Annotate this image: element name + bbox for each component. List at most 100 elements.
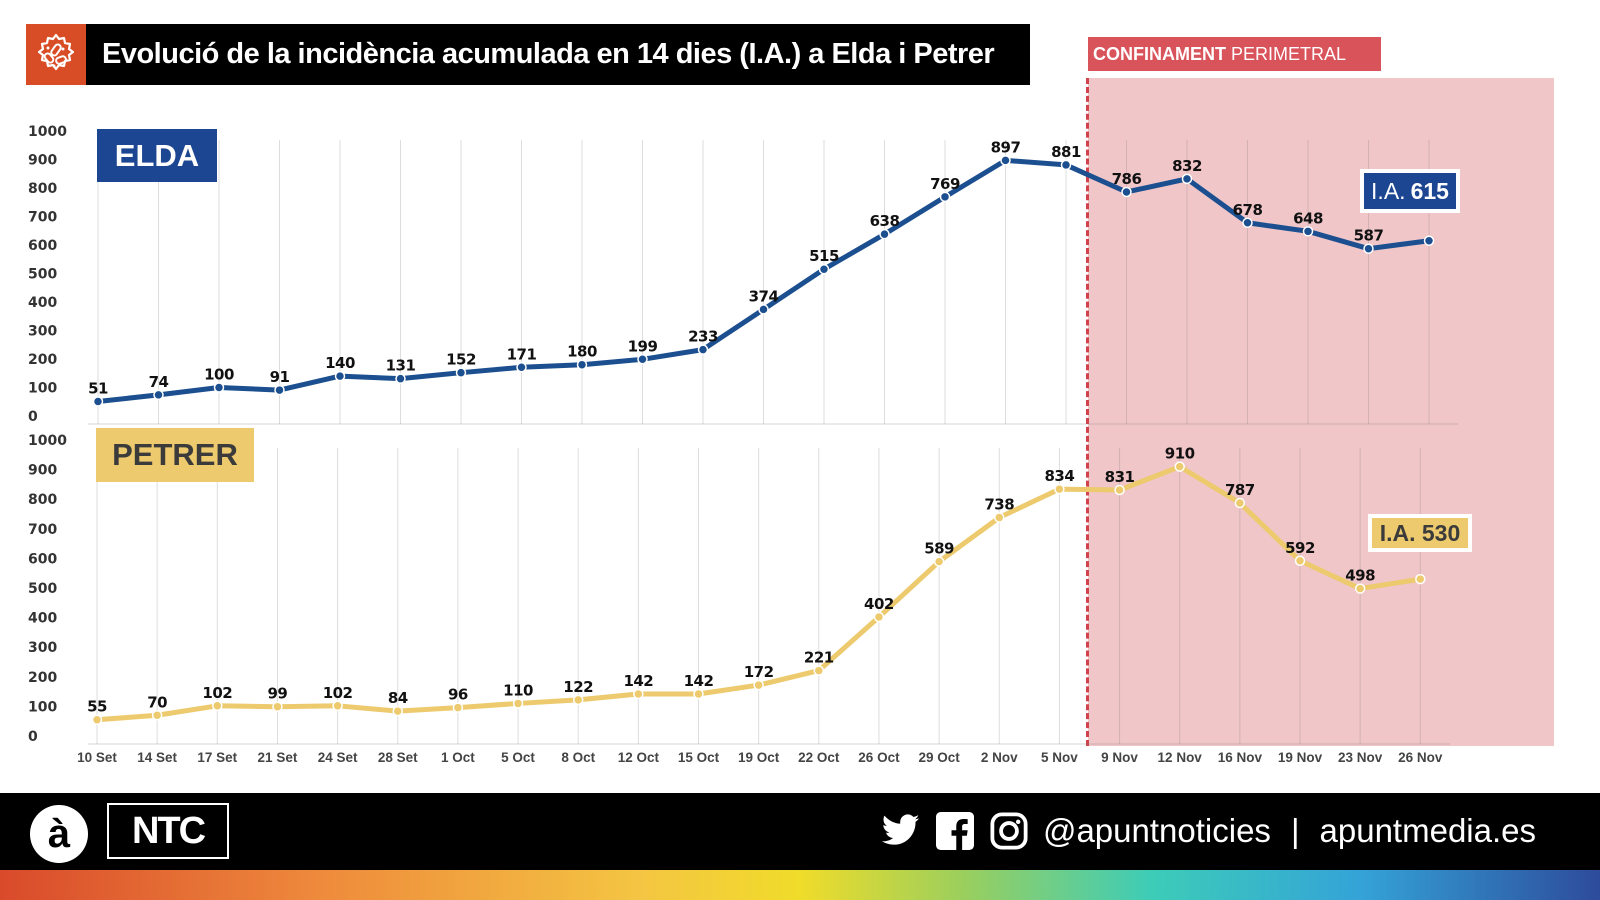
data-label: 84: [388, 689, 408, 707]
data-point: [213, 382, 225, 393]
data-point: [576, 359, 588, 370]
data-point: [452, 702, 464, 713]
data-point: [873, 611, 885, 623]
x-tick-label: 5 Oct: [501, 750, 535, 765]
petrer-ia-badge: I.A. 530: [1368, 514, 1472, 552]
page-title: Evolució de la incidència acumulada en 1…: [102, 38, 995, 70]
data-point: [334, 370, 346, 382]
data-label: 786: [1112, 170, 1142, 188]
x-tick-label: 1 Oct: [441, 750, 475, 765]
instagram-icon[interactable]: [989, 811, 1029, 851]
x-tick-label: 26 Oct: [858, 750, 900, 765]
lockdown-start-line: [1086, 78, 1089, 746]
data-label: 199: [628, 337, 658, 355]
y-tick-label: 800: [28, 492, 57, 508]
data-point: [697, 344, 709, 355]
data-point: [813, 665, 825, 676]
elda-label: ELDA: [97, 129, 217, 182]
data-label: 70: [147, 693, 167, 711]
y-tick-label: 700: [28, 210, 57, 226]
data-point: [332, 700, 343, 712]
y-tick-label: 0: [28, 729, 38, 745]
x-tick-label: 15 Oct: [678, 750, 720, 765]
y-tick-label: 600: [28, 238, 57, 254]
data-label: 587: [1354, 227, 1384, 245]
data-label: 110: [503, 681, 533, 699]
data-label: 910: [1165, 445, 1195, 463]
data-point: [939, 191, 951, 203]
x-tick-label: 5 Nov: [1041, 750, 1078, 765]
data-label: 402: [864, 595, 894, 613]
data-label: 142: [623, 672, 653, 690]
data-point: [753, 679, 764, 691]
data-label: 221: [804, 649, 834, 667]
data-label: 738: [984, 496, 1014, 514]
y-tick-label: 500: [28, 581, 57, 597]
data-point: [1054, 483, 1065, 495]
footer: [0, 793, 1600, 870]
y-tick-label: 0: [28, 409, 38, 425]
petrer-chart: 0 100 200 300 400 500 600 700 800 900 1000 10 Set 14…: [28, 433, 1450, 765]
data-label: 172: [744, 663, 774, 681]
x-tick-label: 24 Set: [318, 750, 358, 765]
y-tick-label: 600: [28, 551, 57, 567]
data-label: 51: [88, 379, 108, 397]
elda-ia-value: 615: [1410, 177, 1449, 204]
y-tick-label: 900: [28, 463, 57, 479]
data-label: 374: [749, 287, 779, 305]
data-point: [1181, 173, 1193, 185]
data-point: [879, 228, 890, 240]
y-tick-label: 200: [28, 352, 57, 368]
data-label: 834: [1044, 467, 1074, 485]
data-point: [572, 694, 584, 706]
y-tick-label: 100: [28, 381, 57, 397]
x-tick-label: 12 Nov: [1158, 750, 1203, 765]
facebook-icon[interactable]: [935, 811, 975, 851]
data-label: 131: [386, 357, 416, 375]
data-point: [92, 396, 104, 407]
data-point: [395, 373, 406, 384]
x-tick-label: 16 Nov: [1218, 750, 1263, 765]
social-handle[interactable]: @apuntnoticies: [1042, 812, 1271, 849]
data-label: 122: [563, 678, 593, 696]
y-tick-label: 400: [28, 295, 57, 311]
data-label: 55: [87, 698, 107, 716]
twitter-icon[interactable]: [881, 811, 921, 851]
x-tick-label: 28 Set: [378, 750, 418, 765]
data-label: 102: [202, 684, 232, 702]
data-point: [455, 367, 467, 378]
y-tick-label: 300: [28, 324, 57, 340]
data-label: 832: [1172, 157, 1202, 175]
x-tick-label: 26 Nov: [1398, 750, 1443, 765]
x-tick-label: 12 Oct: [618, 750, 660, 765]
data-label: 831: [1105, 468, 1135, 486]
x-tick-label: 21 Set: [258, 750, 298, 765]
data-point: [151, 710, 163, 721]
y-tick-label: 700: [28, 522, 57, 538]
data-point: [1060, 159, 1072, 171]
y-tick-label: 1000: [28, 124, 67, 140]
data-point: [1234, 497, 1246, 509]
elda-chart: 0 100 200 300 400 500 600 700 800 900 1000 51 74 100 9…: [28, 124, 1458, 425]
y-tick-label: 300: [28, 640, 57, 656]
x-tick-label: 8 Oct: [561, 750, 595, 765]
data-point: [818, 263, 830, 275]
data-label: 881: [1051, 143, 1081, 161]
x-tick-label: 2 Nov: [981, 750, 1018, 765]
data-point: [91, 714, 103, 725]
lockdown-region: [1088, 78, 1554, 746]
data-point: [516, 362, 527, 373]
data-label: 638: [870, 212, 900, 230]
data-label: 74: [149, 373, 169, 391]
website-link[interactable]: apuntmedia.es: [1319, 812, 1536, 849]
data-point: [1423, 235, 1435, 246]
data-point: [637, 354, 648, 365]
x-tick-label: 10 Set: [77, 750, 117, 765]
lockdown-label-light: PERIMETRAL: [1231, 43, 1347, 64]
virus-icon: [26, 24, 86, 85]
apunt-logo[interactable]: à: [30, 805, 88, 863]
ntc-logo[interactable]: NTC: [107, 803, 229, 859]
petrer-label: PETRER: [96, 428, 254, 482]
y-tick-label: 800: [28, 181, 57, 197]
data-point: [153, 389, 164, 401]
